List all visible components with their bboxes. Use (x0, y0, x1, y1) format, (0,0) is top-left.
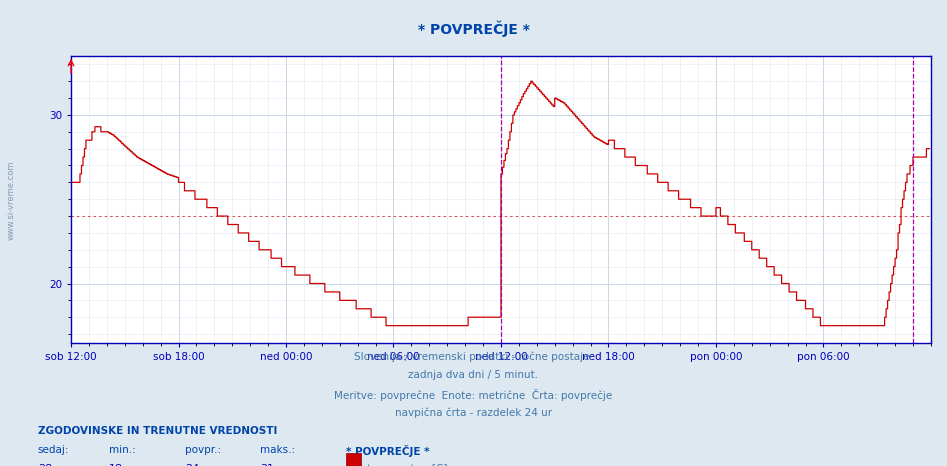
Text: * POVPREČJE *: * POVPREČJE * (418, 21, 529, 37)
Text: 31: 31 (260, 464, 275, 466)
Text: navpična črta - razdelek 24 ur: navpična črta - razdelek 24 ur (395, 408, 552, 418)
Text: Slovenija / vremenski podatki - ročne postaje.: Slovenija / vremenski podatki - ročne po… (354, 352, 593, 363)
Text: zadnja dva dni / 5 minut.: zadnja dva dni / 5 minut. (408, 370, 539, 380)
Text: maks.:: maks.: (260, 445, 295, 455)
Text: povpr.:: povpr.: (185, 445, 221, 455)
Text: 18: 18 (109, 464, 123, 466)
Text: min.:: min.: (109, 445, 135, 455)
Text: ZGODOVINSKE IN TRENUTNE VREDNOSTI: ZGODOVINSKE IN TRENUTNE VREDNOSTI (38, 426, 277, 436)
Text: Meritve: povprečne  Enote: metrične  Črta: povprečje: Meritve: povprečne Enote: metrične Črta:… (334, 389, 613, 401)
Text: temperatura[C]: temperatura[C] (366, 464, 448, 466)
Text: www.si-vreme.com: www.si-vreme.com (7, 161, 16, 240)
Text: 28: 28 (38, 464, 52, 466)
Text: * POVPREČJE *: * POVPREČJE * (346, 445, 429, 457)
Text: sedaj:: sedaj: (38, 445, 69, 455)
Text: 24: 24 (185, 464, 199, 466)
